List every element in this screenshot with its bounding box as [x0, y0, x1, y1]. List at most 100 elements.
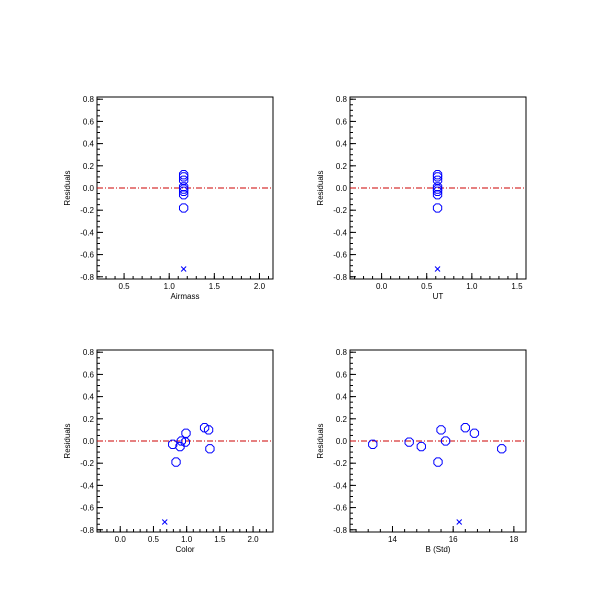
x-axis-label: B (Std): [426, 545, 451, 554]
y-tick-label: -0.4: [333, 481, 347, 490]
x-tick-label: 14: [388, 535, 397, 544]
y-tick-label: 0.2: [336, 415, 348, 424]
y-axis-label: Residuals: [316, 170, 325, 205]
excluded-point: [434, 266, 441, 272]
y-tick-label: 0.0: [336, 437, 348, 446]
chart-panel-1: 0.8 0.6 0.4 0.2 0.0 -0.2 -0.4 -0.6 -0.8 0.5 1.0 1.5…: [63, 95, 274, 301]
x-tick-label: 0.5: [421, 282, 433, 291]
data-point: [460, 423, 470, 433]
data-point: [178, 190, 189, 200]
y-tick-label: 0.0: [83, 437, 95, 446]
y-tick-label: -0.8: [333, 273, 347, 282]
excluded-point-stroke: [180, 266, 187, 272]
data-point: [181, 428, 191, 438]
y-tick-label: 0.4: [336, 393, 348, 402]
x-tick-label: 1.0: [181, 535, 193, 544]
y-tick-label: -0.2: [333, 459, 347, 468]
data-point: [203, 425, 214, 435]
x-tick-label: 1.0: [164, 282, 176, 291]
y-tick-label: 0.8: [83, 348, 95, 357]
y-tick-label: 0.4: [83, 393, 95, 402]
y-tick-label: -0.6: [80, 251, 94, 260]
data-point: [432, 186, 443, 196]
x-tick-label: 2.0: [254, 282, 266, 291]
data-point: [432, 170, 443, 180]
data-point: [433, 457, 443, 467]
excluded-point-stroke: [456, 519, 463, 525]
y-tick-label: -0.8: [80, 526, 94, 535]
data-point: [469, 428, 480, 438]
data-point: [178, 186, 189, 196]
y-tick-label: 0.8: [336, 95, 348, 104]
data-point: [205, 444, 215, 454]
y-tick-label: -0.6: [333, 504, 347, 513]
y-axis-label: Residuals: [316, 423, 325, 458]
data-point: [368, 439, 378, 449]
data-point: [440, 436, 451, 446]
y-tick-label: -0.2: [333, 206, 347, 215]
excluded-point: [161, 519, 168, 525]
data-point: [168, 439, 178, 449]
y-tick-label: 0.8: [83, 95, 95, 104]
data-point: [497, 444, 507, 454]
y-axis-label: Residuals: [63, 170, 72, 205]
y-tick-label: -0.8: [80, 273, 94, 282]
data-point: [175, 441, 185, 452]
y-tick-label: 0.2: [83, 162, 95, 171]
y-tick-label: -0.2: [80, 459, 94, 468]
y-tick-label: -0.4: [333, 228, 347, 237]
data-point: [432, 190, 443, 200]
x-tick-label: 1.5: [209, 282, 221, 291]
data-point: [178, 175, 189, 185]
data-point: [432, 203, 443, 213]
y-tick-label: 0.0: [336, 184, 348, 193]
x-axis-label: UT: [433, 292, 444, 301]
excluded-point-stroke: [161, 519, 168, 525]
chart-panel-2: 0.8 0.6 0.4 0.2 0.0 -0.2 -0.4 -0.6 -0.8 0.0 0.5 1.0…: [316, 95, 527, 301]
data-point: [416, 441, 426, 452]
x-tick-label: 1.0: [466, 282, 478, 291]
chart-panel-3: 0.8 0.6 0.4 0.2 0.0 -0.2 -0.4 -0.6 -0.8 0.0 0.5 1.0…: [63, 348, 274, 554]
y-tick-label: -0.2: [80, 206, 94, 215]
y-tick-label: 0.4: [336, 140, 348, 149]
data-point: [180, 437, 190, 447]
x-tick-label: 18: [509, 535, 518, 544]
x-tick-label: 1.5: [214, 535, 226, 544]
data-point: [178, 172, 189, 182]
data-point: [432, 182, 443, 192]
x-tick-label: 1.5: [511, 282, 523, 291]
data-point: [178, 170, 189, 180]
y-tick-label: 0.8: [336, 348, 348, 357]
x-tick-label: 0.5: [119, 282, 131, 291]
y-tick-label: -0.6: [80, 504, 94, 513]
y-tick-label: -0.4: [80, 228, 94, 237]
y-axis-label: Residuals: [63, 423, 72, 458]
y-tick-label: -0.8: [333, 526, 347, 535]
y-tick-label: 0.0: [83, 184, 95, 193]
data-point: [178, 184, 189, 194]
y-tick-label: 0.6: [83, 370, 95, 379]
x-tick-label: 16: [449, 535, 458, 544]
x-axis-label: Airmass: [171, 292, 200, 301]
y-tick-label: 0.2: [336, 162, 348, 171]
data-point: [432, 184, 443, 194]
y-tick-label: 0.6: [336, 370, 348, 379]
excluded-point: [180, 266, 187, 272]
data-point: [171, 457, 181, 467]
y-tick-label: -0.4: [80, 481, 94, 490]
y-tick-label: 0.6: [83, 117, 95, 126]
data-point: [432, 172, 443, 182]
excluded-point: [456, 519, 463, 525]
data-point: [178, 203, 189, 213]
y-tick-label: -0.6: [333, 251, 347, 260]
y-tick-label: 0.4: [83, 140, 95, 149]
data-point: [436, 425, 446, 435]
x-tick-label: 0.0: [376, 282, 388, 291]
data-point: [404, 437, 414, 447]
x-axis-label: Color: [175, 545, 194, 554]
y-tick-label: 0.2: [83, 415, 95, 424]
x-tick-label: 2.0: [248, 535, 260, 544]
data-point: [178, 182, 189, 192]
chart-panel-4: 0.8 0.6 0.4 0.2 0.0 -0.2 -0.4 -0.6 -0.8 14 16 18 B (…: [316, 348, 527, 554]
